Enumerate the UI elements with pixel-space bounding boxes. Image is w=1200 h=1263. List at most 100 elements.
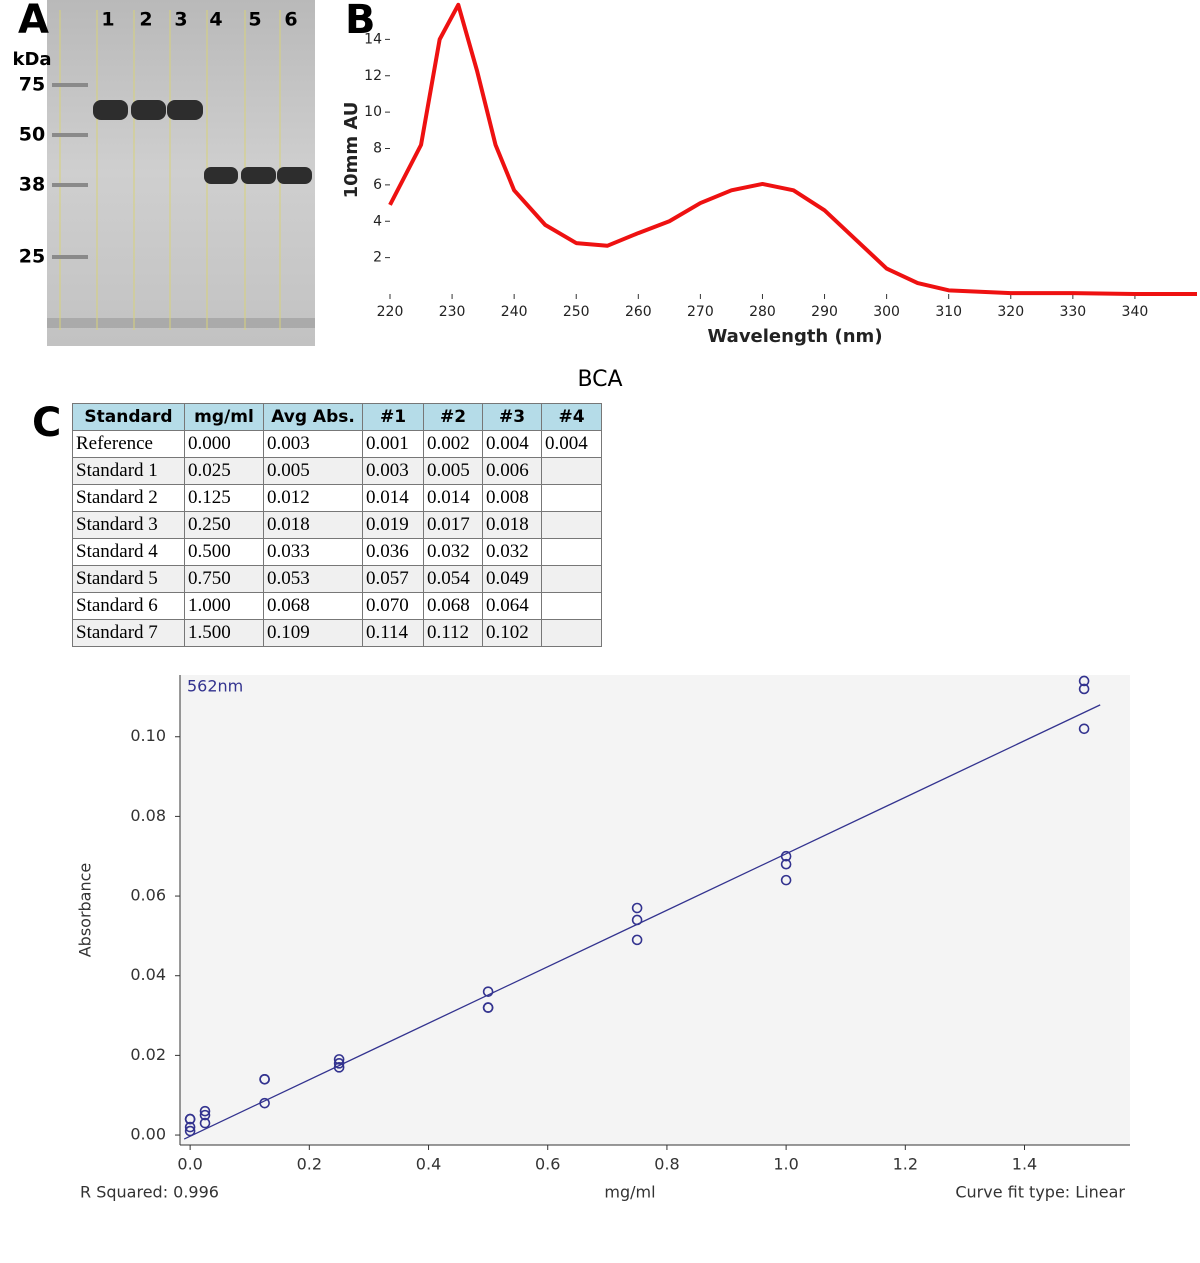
table-row: Standard 3 0.250 0.018 0.019 0.017 0.018 (72, 511, 602, 539)
header-cell: #2 (423, 403, 483, 431)
lane-label: 1 (101, 9, 114, 31)
y-tick-label: 12 (364, 68, 382, 84)
header-cell: #3 (482, 403, 542, 431)
table-cell: 0.008 (482, 484, 542, 512)
y-axis-title: 10mm AU (341, 102, 362, 199)
table-cell: 0.032 (482, 538, 542, 566)
table-cell: Standard 5 (72, 565, 185, 593)
lane-label: 3 (174, 9, 187, 31)
table-cell: 0.125 (184, 484, 264, 512)
plot-title: 562nm (187, 677, 243, 696)
table-cell: 0.019 (362, 511, 424, 539)
table-cell: 0.018 (482, 511, 542, 539)
y-axis-title: Absorbance (76, 863, 95, 958)
table-cell: 1.500 (184, 619, 264, 647)
table-cell: 0.064 (482, 592, 542, 620)
table-cell: 0.500 (184, 538, 264, 566)
data-point (199, 1117, 211, 1129)
x-tick-label: 0.8 (654, 1155, 679, 1174)
x-tick-label: 0.4 (416, 1155, 441, 1174)
marker-label: 38 (19, 174, 45, 196)
data-point (1078, 675, 1090, 687)
x-tick-label: 260 (625, 304, 652, 320)
data-point (780, 874, 792, 886)
table-cell: Standard 6 (72, 592, 185, 620)
header-cell: mg/ml (184, 403, 264, 431)
data-point (631, 934, 643, 946)
table-cell: 0.025 (184, 457, 264, 485)
table-cell (541, 457, 602, 485)
table-cell: Standard 7 (72, 619, 185, 647)
table-cell: 0.012 (263, 484, 363, 512)
y-tick-label: 0.04 (130, 965, 166, 984)
x-axis-title: mg/ml (604, 1183, 655, 1202)
x-tick-label: 310 (935, 304, 962, 320)
data-point (199, 1109, 211, 1121)
data-point (780, 858, 792, 870)
table-cell: Standard 1 (72, 457, 185, 485)
x-tick-label: 330 (1059, 304, 1086, 320)
table-cell: 0.004 (482, 430, 542, 458)
table-cell: 0.049 (482, 565, 542, 593)
fit-type-note: Curve fit type: Linear (955, 1183, 1125, 1202)
x-tick-label: 0.2 (297, 1155, 322, 1174)
table-cell: Standard 4 (72, 538, 185, 566)
table-row: Standard 1 0.025 0.005 0.003 0.005 0.006 (72, 457, 602, 485)
table-cell: 0.017 (423, 511, 483, 539)
table-cell: 0.033 (263, 538, 363, 566)
table-cell: 0.018 (263, 511, 363, 539)
table-cell: 0.070 (362, 592, 424, 620)
table-row: Reference 0.000 0.003 0.001 0.002 0.004 0.004 (72, 430, 602, 458)
data-point (333, 1054, 345, 1065)
table-cell (541, 511, 602, 539)
table-cell: 0.003 (362, 457, 424, 485)
header-cell: Standard (72, 403, 185, 431)
x-tick-label: 250 (563, 304, 590, 320)
x-tick-label: 270 (687, 304, 714, 320)
table-row: Standard 6 1.000 0.068 0.070 0.068 0.064 (72, 592, 602, 620)
spectrum-line (388, 2, 1197, 296)
table-cell: 0.000 (184, 430, 264, 458)
table-cell: 0.102 (482, 619, 542, 647)
table-cell: 0.054 (423, 565, 483, 593)
table-cell: 0.053 (263, 565, 363, 593)
panel-label: A (18, 0, 49, 43)
table-cell: 0.004 (541, 430, 602, 458)
panel-title: BCA (577, 367, 622, 392)
marker-label: 50 (19, 124, 45, 146)
y-tick-label: 0.00 (130, 1125, 166, 1144)
panel-label: C (32, 400, 61, 446)
data-point (184, 1113, 196, 1125)
table-cell: 0.003 (263, 430, 363, 458)
r-squared-note: R Squared: 0.996 (80, 1183, 219, 1202)
y-tick-label: 10 (364, 104, 382, 120)
table-cell: 0.036 (362, 538, 424, 566)
gel-bands (93, 100, 312, 184)
gel-front (47, 318, 315, 328)
x-axis-title: Wavelength (nm) (707, 326, 882, 347)
y-tick-label: 0.08 (130, 806, 166, 825)
x-tick-label: 280 (749, 304, 776, 320)
marker-label: 25 (19, 246, 45, 268)
x-tick-label: 0.0 (177, 1155, 202, 1174)
data-point (184, 1121, 196, 1133)
table-cell: 0.005 (423, 457, 483, 485)
data-point (259, 1073, 270, 1085)
data-point (184, 1125, 196, 1137)
unit-label: kDa (12, 49, 51, 70)
data-point (1078, 683, 1090, 695)
table-cell (541, 619, 602, 647)
x-tick-label: 1.2 (893, 1155, 918, 1174)
y-tick-label: 2 (373, 250, 382, 266)
table-row: Standard 2 0.125 0.012 0.014 0.014 0.008 (72, 484, 602, 512)
lane-label: 6 (284, 9, 297, 31)
header-row: Standard mg/ml Avg Abs. #1 #2 #3 #4 (72, 403, 602, 431)
x-tick-label: 340 (1122, 304, 1149, 320)
table-cell: 0.006 (482, 457, 542, 485)
table-cell: 0.068 (263, 592, 363, 620)
header-cell: #1 (362, 403, 424, 431)
x-tick-label: 0.6 (535, 1155, 560, 1174)
table-cell: 0.014 (362, 484, 424, 512)
data-point (482, 1002, 494, 1013)
